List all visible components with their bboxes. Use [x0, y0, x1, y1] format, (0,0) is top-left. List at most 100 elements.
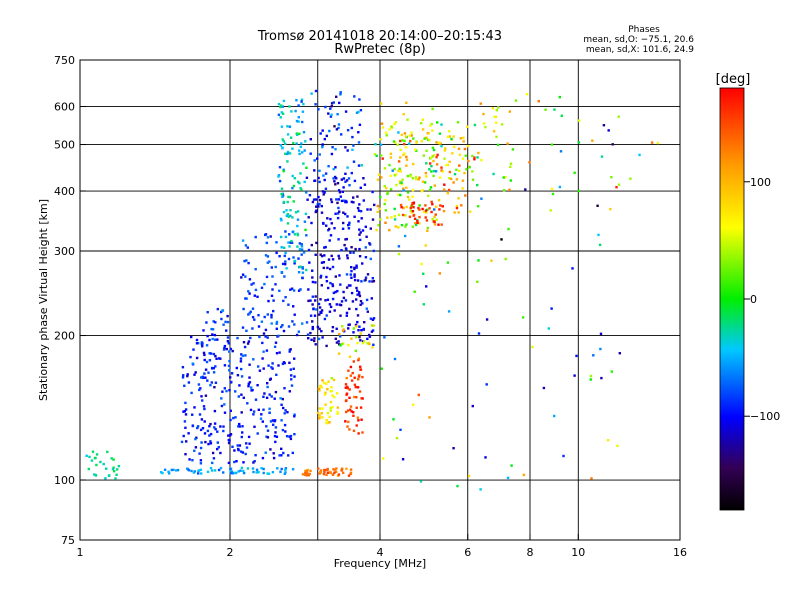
- data-point: [473, 156, 476, 159]
- data-point: [507, 227, 510, 231]
- data-point: [352, 331, 355, 334]
- data-point: [429, 124, 432, 127]
- data-point: [202, 329, 205, 332]
- data-point: [219, 451, 222, 455]
- data-point: [412, 403, 415, 406]
- data-point: [408, 134, 412, 137]
- data-point: [290, 239, 293, 243]
- data-point: [365, 307, 368, 310]
- data-point: [319, 469, 323, 472]
- data-point: [282, 210, 286, 214]
- data-point: [174, 469, 178, 472]
- data-point: [347, 284, 351, 287]
- data-point: [280, 325, 283, 329]
- data-point: [235, 366, 238, 370]
- data-point: [508, 188, 511, 191]
- data-point: [261, 341, 264, 345]
- data-point: [233, 449, 236, 452]
- data-point: [358, 123, 362, 126]
- data-point: [289, 434, 293, 438]
- data-point: [389, 156, 393, 159]
- data-point: [209, 384, 212, 387]
- data-point: [405, 164, 408, 167]
- data-point: [280, 192, 283, 196]
- data-point: [110, 457, 113, 460]
- data-point: [497, 106, 500, 109]
- data-point: [338, 101, 341, 105]
- data-point: [397, 193, 400, 196]
- data-point: [650, 141, 654, 144]
- data-point: [414, 175, 418, 179]
- data-point: [359, 300, 363, 303]
- data-point: [404, 135, 408, 138]
- data-point: [342, 221, 345, 225]
- data-point: [405, 158, 409, 161]
- data-point: [325, 344, 328, 348]
- data-point: [372, 317, 376, 320]
- data-point: [410, 211, 414, 214]
- data-point: [397, 245, 401, 248]
- data-point: [258, 369, 262, 372]
- data-point: [562, 454, 565, 458]
- data-point: [319, 253, 322, 256]
- data-point: [318, 202, 321, 206]
- data-point: [251, 316, 255, 319]
- data-point: [261, 456, 265, 460]
- data-point: [476, 156, 479, 159]
- data-point: [411, 177, 415, 180]
- data-point: [348, 323, 351, 326]
- data-point: [340, 249, 343, 252]
- data-point: [250, 283, 253, 286]
- data-point: [373, 153, 377, 156]
- data-point: [424, 244, 427, 247]
- data-point: [249, 310, 252, 313]
- data-point: [181, 366, 185, 369]
- y-tick-label: 100: [54, 474, 75, 487]
- data-point: [201, 399, 204, 402]
- data-point: [318, 199, 322, 202]
- data-point: [426, 138, 430, 141]
- data-point: [376, 210, 379, 214]
- data-point: [299, 145, 302, 148]
- data-point: [455, 178, 459, 181]
- data-point: [411, 195, 414, 198]
- data-point: [329, 409, 332, 412]
- data-point: [485, 383, 488, 386]
- data-point: [104, 477, 107, 480]
- data-point: [316, 325, 320, 329]
- data-point: [250, 389, 253, 392]
- data-point: [423, 181, 427, 184]
- data-point: [456, 121, 460, 124]
- data-point: [397, 226, 400, 229]
- data-point: [355, 325, 358, 328]
- data-point: [193, 406, 196, 409]
- data-point: [202, 405, 206, 408]
- data-point: [335, 327, 338, 330]
- data-point: [254, 235, 257, 239]
- data-point: [298, 242, 302, 245]
- data-point: [271, 471, 275, 474]
- data-point: [427, 194, 430, 197]
- data-point: [270, 366, 273, 369]
- data-point: [229, 433, 233, 436]
- data-point: [282, 200, 286, 204]
- data-point: [537, 100, 540, 103]
- data-point: [591, 139, 594, 142]
- data-point: [508, 110, 511, 113]
- data-point: [285, 435, 289, 438]
- data-point: [401, 139, 404, 142]
- data-point: [509, 179, 512, 182]
- data-point: [356, 386, 360, 389]
- data-point: [334, 212, 337, 215]
- data-point: [267, 299, 270, 303]
- data-point: [329, 107, 332, 110]
- data-point: [358, 228, 361, 231]
- data-point: [411, 210, 415, 213]
- data-point: [247, 385, 250, 388]
- data-point: [200, 418, 204, 421]
- data-point: [337, 126, 340, 130]
- data-point: [223, 387, 226, 390]
- data-point: [444, 147, 447, 150]
- data-point: [438, 132, 442, 135]
- data-point: [495, 109, 498, 112]
